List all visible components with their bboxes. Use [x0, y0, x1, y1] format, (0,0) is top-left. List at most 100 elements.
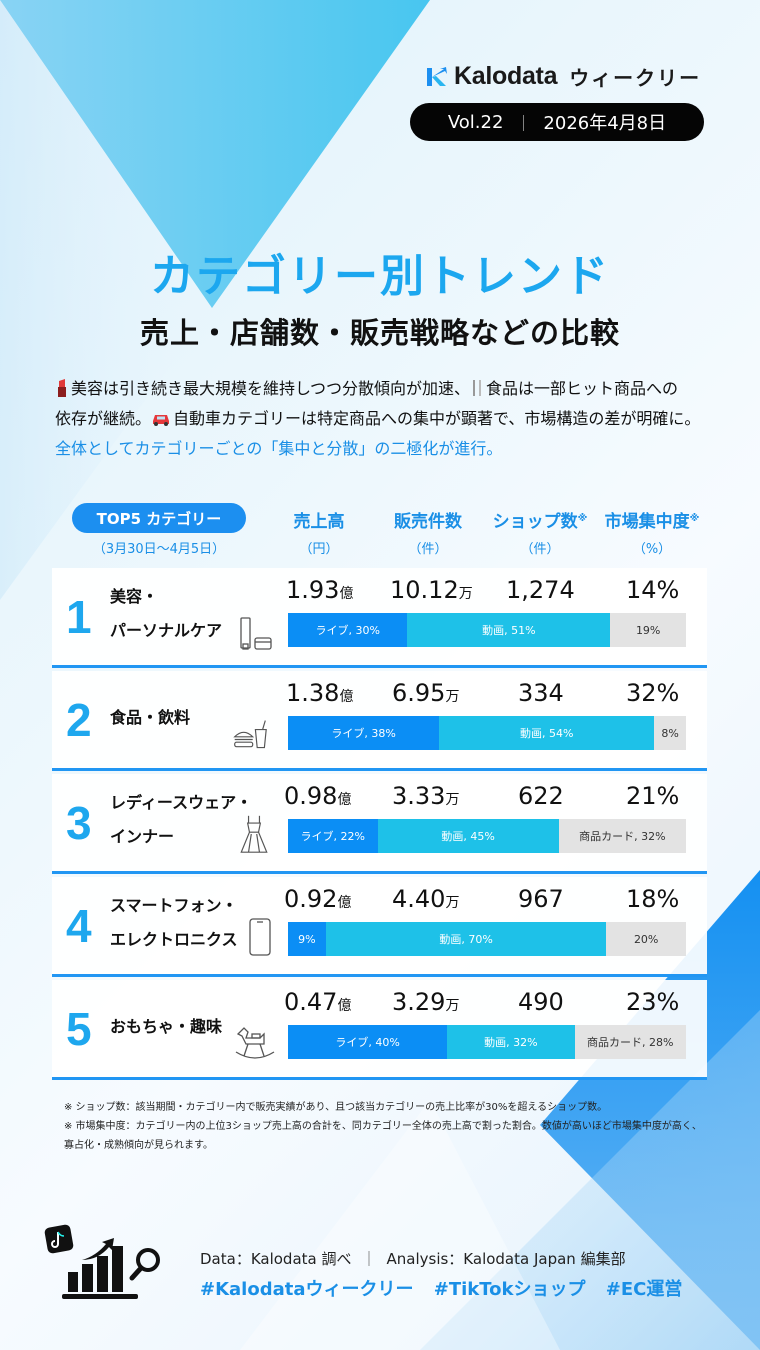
bar-segment-product-card: 8%	[654, 716, 686, 750]
column-header-units: 販売件数	[394, 512, 462, 532]
table-row: 2 食品・飲料 1.38億 6.95万 334 32% ライブ, 38% 動画,…	[52, 671, 707, 771]
shops-value: 622	[518, 782, 564, 810]
hashtags: #Kalodataウィークリー #TikTokショップ #EC運営	[200, 1275, 696, 1301]
concentration-value: 14%	[626, 576, 680, 604]
bar-segment-product-card: 商品カード, 32%	[558, 819, 686, 853]
kalodata-logo-icon	[427, 66, 447, 86]
sales-value: 0.47億	[284, 988, 352, 1016]
bar-segment-product-card: 商品カード, 28%	[574, 1025, 686, 1059]
shops-value: 490	[518, 988, 564, 1016]
sales-channel-bar: ライブ, 30% 動画, 51% 19%	[288, 613, 686, 647]
divider: ｜	[515, 114, 532, 133]
hashtag[interactable]: #EC運営	[605, 1279, 683, 1300]
volume-number: Vol.22	[447, 111, 504, 133]
bar-segment-product-card: 20%	[606, 922, 686, 956]
column-header-concentration: 市場集中度※	[604, 512, 700, 532]
column-header-shops: ショップ数※	[492, 512, 588, 532]
table-row: 1 美容・ パーソナルケア 1.93億 10.12万 1,274 14% ライブ…	[52, 568, 707, 668]
analysis-credit: Analysis：Kalodata Japan 編集部	[386, 1250, 626, 1268]
column-unit-concentration: （%）	[632, 542, 672, 557]
category-name: おもちゃ・趣味	[110, 1017, 223, 1036]
footnotes: ※ ショップ数：該当期間・カテゴリー内で販売実績があり、且つ該当カテゴリーの売上…	[64, 1098, 724, 1155]
sales-value: 1.38億	[286, 679, 354, 707]
bar-segment-live: ライブ, 40%	[288, 1025, 448, 1059]
sales-channel-bar: ライブ, 22% 動画, 45% 商品カード, 32%	[288, 819, 686, 853]
table-row: 3 レディースウェア・ インナー 0.98億 3.33万 622 21% ライブ…	[52, 774, 707, 874]
summary-line-2: 依存が継続。 自動車カテゴリーは特定商品への集中が顕著で、市場構造の差が明確に。	[55, 409, 701, 428]
category-name: スマートフォン・ エレクトロニクス	[110, 896, 238, 949]
category-name: 美容・ パーソナルケア	[110, 587, 223, 640]
units-value: 10.12万	[390, 576, 473, 604]
shops-value: 1,274	[506, 576, 575, 604]
bar-segment-live: ライブ, 30%	[288, 613, 408, 647]
bar-segment-video: 動画, 54%	[439, 716, 655, 750]
divider: ｜	[361, 1250, 377, 1268]
bar-segment-live: 9%	[288, 922, 326, 956]
lipstick-icon	[58, 379, 66, 397]
rank-number: 1	[66, 591, 92, 643]
summary-line-3-highlight: 全体としてカテゴリーごとの「集中と分散」の二極化が進行。	[55, 439, 503, 458]
category-name: レディースウェア・ インナー	[110, 793, 253, 846]
column-unit-units: （件）	[408, 542, 448, 557]
footnote-shops: ※ ショップ数：該当期間・カテゴリー内で販売実績があり、且つ該当カテゴリーの売上…	[64, 1102, 608, 1113]
bar-segment-video: 動画, 32%	[447, 1025, 575, 1059]
cosmetics-icon	[240, 617, 272, 650]
summary-paragraph: 美容は引き続き最大規模を維持しつつ分散傾向が加速、 食品は一部ヒット商品への 依存…	[55, 374, 725, 464]
data-credit: Data：Kalodata 調べ	[200, 1250, 352, 1268]
period-label: （3月30日～4月5日）	[92, 542, 226, 557]
table-row: 5 おもちゃ・趣味 0.47億 3.29万 490 23% ライブ, 40% 動…	[52, 980, 707, 1080]
brand-header: Kalodata ウィークリー	[426, 62, 701, 91]
sales-value: 0.98億	[284, 782, 352, 810]
bar-segment-video: 動画, 45%	[377, 819, 559, 853]
page-title: カテゴリー別トレンド	[150, 251, 610, 302]
burger-drink-icon	[233, 720, 267, 749]
shops-value: 334	[518, 679, 564, 707]
column-unit-sales: （円）	[299, 542, 339, 557]
brand-name: Kalodata	[454, 62, 558, 90]
footnote-concentration: ※ 市場集中度：カテゴリー内の上位3ショップ売上高の合計を、同カテゴリー全体の売…	[64, 1121, 702, 1132]
sales-channel-bar: ライブ, 38% 動画, 54% 8%	[288, 716, 686, 750]
rank-number: 4	[66, 900, 92, 952]
page-subtitle: 売上・店舗数・販売戦略などの比較	[139, 316, 620, 350]
bar-segment-product-card: 19%	[610, 613, 686, 647]
concentration-value: 21%	[626, 782, 680, 810]
shops-value: 967	[518, 885, 564, 913]
sales-channel-bar: ライブ, 40% 動画, 32% 商品カード, 28%	[288, 1025, 686, 1059]
rank-number: 5	[66, 1003, 92, 1055]
concentration-value: 32%	[626, 679, 680, 707]
table-row: 4 スマートフォン・ エレクトロニクス 0.92億 4.40万 967 18% …	[52, 877, 707, 977]
footnote-concentration-cont: 寡占化・成熟傾向が見られます。	[64, 1140, 213, 1151]
units-value: 6.95万	[392, 679, 460, 707]
credits: Data：Kalodata 調べ ｜ Analysis：Kalodata Japan…	[200, 1248, 626, 1269]
tiktok-icon	[44, 1224, 74, 1254]
concentration-value: 18%	[626, 885, 680, 913]
units-value: 3.29万	[392, 988, 460, 1016]
issue-badge: Vol.22 ｜ 2026年4月8日	[410, 103, 704, 141]
units-value: 3.33万	[392, 782, 460, 810]
rocking-horse-icon	[235, 1027, 275, 1059]
concentration-value: 23%	[626, 988, 680, 1016]
hashtag[interactable]: #Kalodataウィークリー	[200, 1279, 414, 1300]
bar-segment-video: 動画, 51%	[407, 613, 611, 647]
dress-icon	[240, 815, 268, 853]
sales-value: 0.92億	[284, 885, 352, 913]
summary-line-1: 美容は引き続き最大規模を維持しつつ分散傾向が加速、 食品は一部ヒット商品への	[55, 374, 725, 404]
brand-subtitle: ウィークリー	[569, 66, 702, 90]
fork-knife-icon	[473, 380, 482, 396]
category-name: 食品・飲料	[110, 708, 191, 727]
top5-badge: TOP5 カテゴリー	[72, 503, 246, 533]
car-icon	[153, 415, 170, 426]
column-header-sales: 売上高	[293, 512, 345, 532]
units-value: 4.40万	[392, 885, 460, 913]
issue-date: 2026年4月8日	[543, 113, 667, 134]
sales-channel-bar: 9% 動画, 70% 20%	[288, 922, 686, 956]
rank-number: 2	[66, 694, 92, 746]
analytics-illustration-icon	[44, 1224, 160, 1299]
rank-number: 3	[66, 797, 92, 849]
sales-value: 1.93億	[286, 576, 354, 604]
hashtag[interactable]: #TikTokショップ	[433, 1279, 586, 1300]
bar-segment-live: ライブ, 38%	[288, 716, 440, 750]
bar-segment-live: ライブ, 22%	[288, 819, 378, 853]
smartphone-icon	[249, 918, 271, 956]
column-unit-shops: （件）	[520, 542, 560, 557]
